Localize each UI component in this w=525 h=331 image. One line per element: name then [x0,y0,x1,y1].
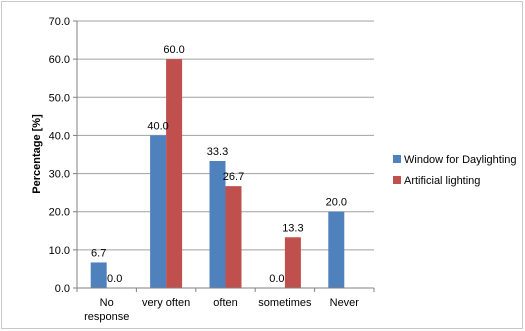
x-tick-labels: No response very often often sometimes Never [84,297,359,323]
data-labels: 6.7 0.0 40.0 60.0 33.3 26.7 0.0 13.3 20.0 [91,44,347,285]
bar-0-4 [328,211,345,288]
data-label: 0.0 [107,273,122,285]
y-axis-title: Percentage [%] [31,114,43,194]
bar-1-1 [166,59,183,289]
x-tick-label: response [84,311,129,323]
y-tick-labels: 0.0 10.0 20.0 30.0 40.0 50.0 60.0 70.0 [49,16,70,295]
x-tick-label: sometimes [258,297,312,309]
legend: Window for Daylighting Artificial lightin… [393,154,517,187]
data-label: 20.0 [326,197,347,209]
y-tick-label: 10.0 [49,245,70,257]
bar-0-1 [150,135,167,288]
data-label: 0.0 [269,273,284,285]
bar-0-0 [90,262,107,288]
bar-1-3 [284,237,301,288]
x-tick-label: No [100,297,114,309]
y-tick-label: 40.0 [49,130,70,142]
bar-0-2 [209,160,226,288]
bar-1-2 [225,186,242,288]
y-tick-label: 20.0 [49,207,70,219]
x-tick-label: often [213,297,237,309]
y-tick-label: 50.0 [49,92,70,104]
legend-label: Window for Daylighting [404,154,517,166]
axes [73,20,375,292]
legend-swatch [393,176,401,184]
data-label: 6.7 [91,247,106,259]
data-label: 33.3 [207,146,228,158]
data-label: 26.7 [223,171,244,183]
y-tick-label: 0.0 [55,283,70,295]
x-tick-label: Never [330,297,360,309]
y-tick-label: 70.0 [49,16,70,28]
y-tick-label: 30.0 [49,169,70,181]
y-tick-label: 60.0 [49,54,70,66]
data-label: 13.3 [282,222,303,234]
data-label: 60.0 [163,44,184,56]
legend-label: Artificial lighting [404,175,480,187]
bars [90,59,345,289]
data-label: 40.0 [147,120,168,132]
legend-swatch [393,155,401,163]
x-tick-label: very often [142,297,190,309]
